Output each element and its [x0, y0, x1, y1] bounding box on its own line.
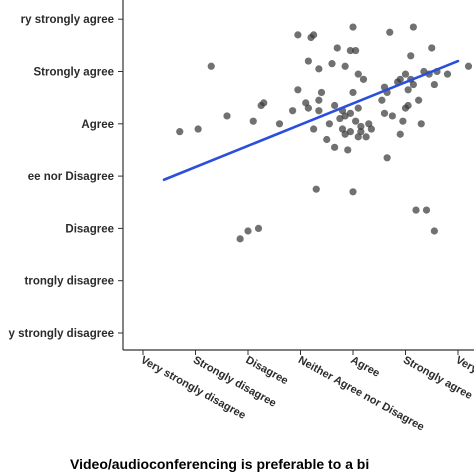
data-point — [341, 62, 349, 70]
data-point — [346, 46, 354, 55]
data-point — [359, 75, 368, 83]
data-point — [417, 120, 425, 128]
data-point — [464, 62, 473, 70]
x-tick-label: Disagree — [244, 354, 290, 387]
points-layer — [176, 23, 473, 243]
data-point — [312, 185, 320, 193]
y-tick-label: Disagree — [65, 223, 114, 235]
data-point — [354, 70, 362, 78]
data-point — [325, 120, 333, 128]
y-tick-label: ry strongly agree — [21, 14, 114, 26]
data-point — [346, 109, 354, 117]
x-tick-label: Agree — [349, 354, 382, 380]
data-point — [404, 101, 412, 110]
data-point — [430, 80, 438, 89]
data-point — [383, 154, 391, 162]
data-point — [349, 188, 357, 196]
data-point — [331, 101, 339, 110]
data-point — [315, 65, 323, 73]
data-point — [443, 70, 452, 78]
data-point — [346, 128, 354, 136]
data-point — [409, 80, 417, 89]
data-point — [404, 86, 412, 94]
data-point — [399, 117, 407, 125]
data-point — [428, 44, 436, 52]
trend-line — [162, 59, 460, 182]
y-tick-label: ee nor Disagree — [28, 171, 114, 183]
data-point — [328, 60, 336, 68]
data-point — [294, 31, 302, 39]
data-point — [357, 122, 365, 131]
data-point — [409, 23, 417, 31]
data-point — [194, 125, 202, 133]
data-point — [388, 112, 396, 120]
data-point — [254, 224, 263, 232]
data-point — [304, 57, 312, 65]
data-point — [354, 104, 362, 112]
data-point — [412, 206, 420, 214]
data-point — [331, 143, 339, 151]
y-tick-label: Agree — [81, 119, 114, 131]
data-point — [304, 104, 312, 112]
data-point — [294, 86, 302, 94]
data-point — [310, 125, 318, 133]
data-point — [333, 44, 341, 52]
data-point — [315, 107, 323, 115]
x-tick-label: Very — [454, 354, 474, 376]
data-point — [367, 125, 375, 133]
data-point — [349, 23, 357, 31]
data-point — [310, 31, 318, 39]
data-point — [223, 112, 231, 120]
data-point — [323, 135, 331, 144]
data-point — [386, 28, 394, 36]
data-point — [344, 146, 352, 154]
data-point — [401, 70, 410, 78]
y-tick-labels: ry strongly agree Strongly agree Agree ee n… — [9, 14, 114, 340]
data-point — [249, 117, 257, 125]
data-point — [396, 130, 404, 138]
data-point — [362, 133, 370, 141]
axes — [118, 0, 474, 355]
data-point — [415, 96, 423, 104]
data-point — [207, 62, 215, 70]
data-point — [289, 107, 297, 115]
data-point — [422, 206, 431, 214]
data-point — [352, 46, 360, 55]
data-point — [430, 227, 438, 235]
data-point — [352, 117, 360, 125]
data-point — [236, 235, 244, 243]
trend-line-layer — [162, 59, 460, 182]
x-axis-label: Video/audioconferencing is preferable to… — [70, 456, 369, 472]
data-point — [407, 52, 415, 60]
y-tick-label: trongly disagree — [25, 276, 114, 288]
data-point — [380, 109, 389, 117]
data-point — [378, 96, 386, 104]
data-point — [317, 88, 326, 97]
y-tick-label: Strongly agree — [33, 67, 114, 79]
data-point — [349, 88, 357, 97]
data-point — [357, 128, 365, 136]
data-point — [244, 227, 252, 235]
data-point — [260, 99, 268, 107]
data-point — [176, 128, 184, 136]
data-point — [396, 75, 404, 83]
y-tick-label: y strongly disagree — [9, 328, 114, 340]
data-point — [275, 120, 284, 128]
data-point — [315, 96, 323, 104]
